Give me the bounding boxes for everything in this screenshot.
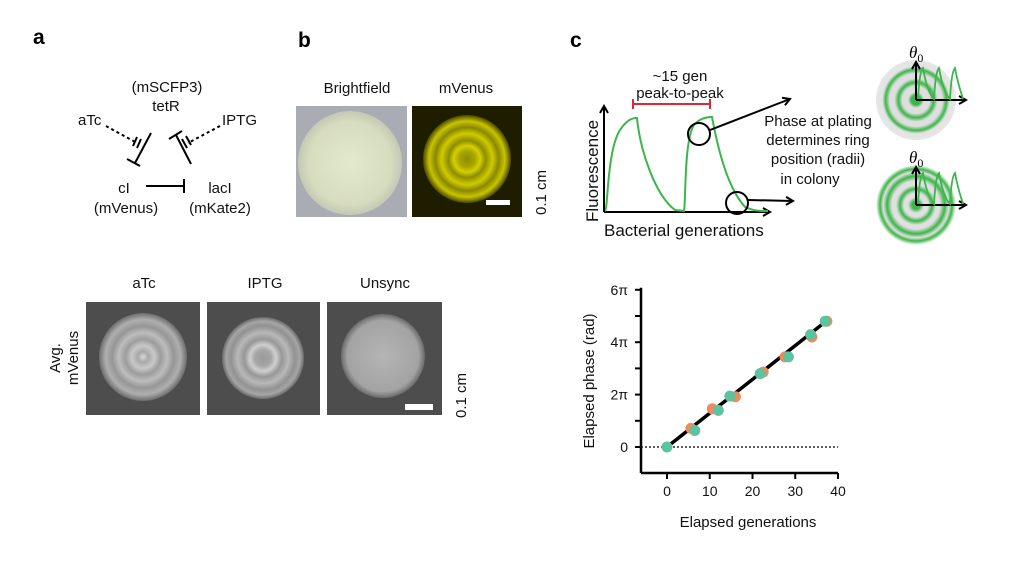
mini-oscillation bbox=[917, 171, 964, 207]
panel-label-b: b bbox=[298, 29, 311, 52]
y-tick-label: 0 bbox=[620, 439, 628, 455]
fluorescence-axis-label: Fluorescence bbox=[583, 120, 602, 222]
x-tick-label: 20 bbox=[745, 483, 761, 499]
period-label-1: ~15 gen bbox=[653, 68, 708, 85]
x-tick-label: 10 bbox=[702, 483, 718, 499]
mvenus-label: mVenus bbox=[439, 80, 493, 97]
highlight-circle bbox=[687, 122, 711, 146]
iptg-label: IPTG bbox=[222, 112, 257, 129]
condition-label-unsync: Unsync bbox=[360, 275, 411, 292]
panel-label-c: c bbox=[570, 29, 582, 52]
data-point-iptg bbox=[712, 404, 724, 416]
y-tick-label: 2π bbox=[611, 387, 629, 403]
theta-subscript: 0 bbox=[917, 156, 923, 170]
mvenus-colony bbox=[423, 115, 511, 203]
y-tick-label: 4π bbox=[611, 334, 629, 350]
laci-reporter-label: (mKate2) bbox=[189, 200, 251, 217]
mvenus-axis-label: mVenus bbox=[65, 331, 82, 385]
iptg-colony bbox=[222, 317, 304, 399]
data-point-iptg bbox=[805, 329, 817, 341]
x-tick-label: 0 bbox=[663, 483, 671, 499]
tetr-reporter-label: (mSCFP3) bbox=[132, 79, 203, 96]
atc-colony bbox=[99, 313, 187, 401]
atc-inhibition-bar bbox=[132, 136, 138, 147]
oscillation-schematic: ~15 gen peak-to-peak Fluorescence Bacter… bbox=[583, 43, 966, 245]
iptg-inhibition-bar bbox=[185, 135, 192, 146]
mini-oscillation bbox=[917, 66, 964, 102]
phase-vs-generations-chart: Elapsed phase (rad) Elapsed generations … bbox=[581, 282, 846, 531]
scale-label: 0.1 cm bbox=[533, 170, 550, 215]
theta-subscript: 0 bbox=[917, 51, 923, 65]
theta-label: θ0 bbox=[909, 148, 923, 170]
theta-symbol: θ bbox=[909, 148, 917, 167]
panel-label-a: a bbox=[33, 26, 45, 49]
repression-tetr-ci bbox=[134, 132, 152, 164]
unsync-colony bbox=[341, 314, 425, 398]
ci-label: cI bbox=[118, 180, 130, 197]
condition-label-atc: aTc bbox=[132, 275, 156, 292]
repression-laci-tetr bbox=[175, 134, 192, 165]
theta-symbol: θ bbox=[909, 43, 917, 62]
ci-reporter-label: (mVenus) bbox=[94, 200, 158, 217]
data-point-iptg bbox=[754, 368, 766, 380]
y-axis-label: Elapsed phase (rad) bbox=[581, 313, 598, 448]
repression-bar bbox=[126, 158, 141, 167]
brightfield-label: Brightfield bbox=[324, 80, 391, 97]
circuit-diagram: (mSCFP3) tetR aTc IPTG cI (mVenus) lacI … bbox=[78, 79, 257, 217]
atc-inhibition-bar bbox=[136, 138, 142, 149]
fluorescence-curve bbox=[604, 115, 769, 213]
iptg-inhibition-line bbox=[187, 125, 221, 144]
x-tick-label: 40 bbox=[830, 483, 846, 499]
panel-b-images: Brightfield mVenus 0.1 cm bbox=[296, 80, 550, 217]
note-line-3: position (radii) bbox=[771, 151, 865, 168]
note-line-2: determines ring bbox=[766, 132, 869, 149]
brightfield-colony bbox=[298, 111, 402, 215]
highlight-circle bbox=[725, 191, 749, 215]
data-point-iptg bbox=[819, 315, 831, 327]
avg-label: Avg. bbox=[47, 343, 64, 373]
data-point-iptg bbox=[661, 441, 673, 453]
scale-bar bbox=[486, 200, 510, 205]
x-tick-label: 30 bbox=[787, 483, 803, 499]
theta-label: θ0 bbox=[909, 43, 923, 65]
callout-arrow bbox=[709, 99, 790, 131]
callout-arrow bbox=[747, 200, 793, 201]
note-line-4: in colony bbox=[780, 171, 840, 188]
laci-label: lacI bbox=[208, 180, 231, 197]
iptg-inhibition-bar bbox=[181, 138, 188, 149]
y-tick-label: 6π bbox=[611, 282, 629, 298]
period-label-2: peak-to-peak bbox=[636, 85, 724, 102]
data-point-iptg bbox=[724, 390, 736, 402]
note-line-1: Phase at plating bbox=[764, 113, 872, 130]
scale-bar bbox=[405, 404, 433, 410]
data-point-iptg bbox=[782, 351, 794, 363]
x-axis-label: Elapsed generations bbox=[680, 514, 817, 531]
tetr-label: tetR bbox=[152, 98, 180, 115]
repression-bar bbox=[168, 130, 183, 140]
atc-label: aTc bbox=[78, 112, 102, 129]
condition-label-iptg: IPTG bbox=[247, 275, 282, 292]
data-point-iptg bbox=[689, 424, 701, 436]
atc-inhibition-line bbox=[105, 125, 138, 144]
avg-mvenus-images: Avg. mVenus aTc IPTG Unsync 0.1 cm bbox=[47, 275, 470, 418]
generations-axis-label: Bacterial generations bbox=[604, 221, 764, 240]
scale-label: 0.1 cm bbox=[453, 373, 470, 418]
